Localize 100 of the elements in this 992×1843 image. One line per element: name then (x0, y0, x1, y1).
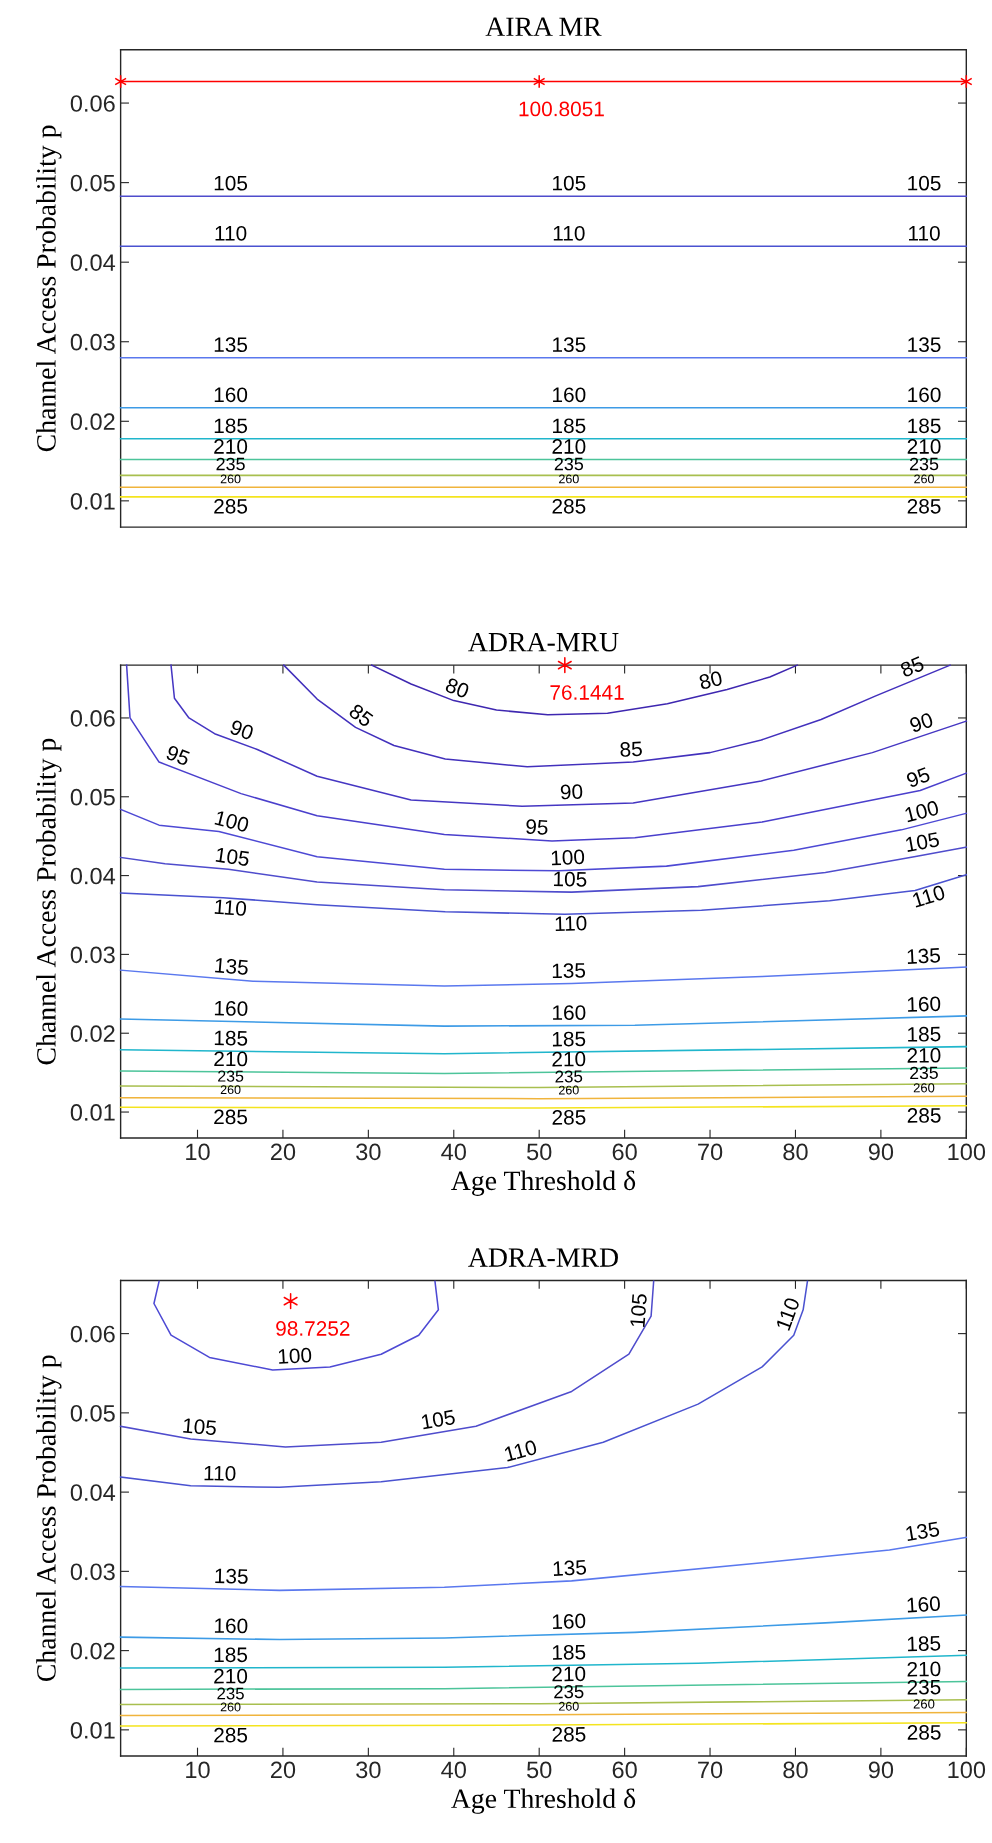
text: 90 (908, 712, 934, 733)
text: 285 (552, 1726, 586, 1742)
series-label: 260 (558, 1701, 579, 1711)
x-tick-label: 10 (186, 1761, 210, 1779)
text: 285 (907, 498, 941, 514)
text: 100 (904, 800, 940, 823)
x-tick-label: 40 (441, 1143, 466, 1161)
text: 85 (348, 703, 374, 728)
series-label: 285 (214, 498, 248, 514)
y-tick-label: 0.06 (70, 1325, 115, 1343)
y-tick-label: 0.05 (70, 1404, 115, 1422)
x-tick-label: 20 (270, 1761, 296, 1779)
text: 285 (552, 1109, 586, 1125)
series-label: 105 (214, 175, 248, 191)
x-tick-label: 10 (186, 1143, 210, 1161)
text: 90 (560, 784, 583, 800)
text: 185 (214, 1647, 248, 1663)
series-label: 185 (214, 418, 248, 434)
text: 105 (553, 175, 586, 191)
series-label: 160 (907, 996, 941, 1012)
series-label: 185 (907, 1635, 941, 1652)
text: 95 (525, 819, 548, 835)
text: 85 (899, 655, 925, 678)
y-tick-label: 0.05 (70, 788, 115, 806)
text: 160 (553, 1005, 586, 1021)
series-label: 210 (214, 1051, 248, 1067)
text: 185 (908, 418, 941, 434)
text: 105 (183, 1418, 217, 1436)
text: 285 (214, 1727, 248, 1743)
text: 235 (555, 1070, 583, 1083)
annotation: 100.8051 (519, 101, 604, 117)
y-tick-label: 0.02 (70, 413, 115, 431)
x-tick-label: 100 (948, 1143, 986, 1161)
y-tick-label: 0.04 (70, 1484, 116, 1501)
text: 260 (913, 1699, 935, 1709)
text: 235 (910, 1066, 938, 1080)
series-label: 260 (220, 474, 241, 484)
line-series (371, 664, 798, 716)
text: 210 (552, 1051, 586, 1067)
text: 100 (214, 810, 250, 833)
text: 185 (553, 418, 586, 434)
text: 235 (909, 457, 939, 471)
text: 260 (913, 1083, 935, 1093)
text: 105 (421, 1409, 456, 1430)
text: 105 (215, 847, 250, 867)
text: 105 (905, 831, 940, 853)
series-label: 210 (214, 439, 248, 454)
chart-title: ADRA-MRD (468, 1248, 618, 1267)
text: 260 (559, 474, 579, 484)
y-tick-label: 0.03 (70, 1563, 115, 1581)
series-label: 160 (214, 387, 248, 403)
line-series (119, 1280, 809, 1489)
series-label: 260 (558, 1085, 579, 1095)
text: 95 (905, 766, 931, 788)
y-tick-label: 0.01 (70, 492, 115, 510)
y-tick-label: 0.05 (70, 174, 115, 192)
x-tick-label: 40 (441, 1761, 466, 1779)
text: 185 (552, 1644, 586, 1660)
y-axis-title: Channel Access Probability p (36, 125, 62, 452)
text: 160 (552, 1613, 586, 1629)
text: 135 (905, 1521, 940, 1542)
series-label: 235 (216, 457, 245, 471)
text: 185 (552, 1031, 586, 1047)
text: 105 (630, 1293, 648, 1327)
series-label: 235 (218, 1070, 244, 1082)
series-label: 210 (907, 1661, 941, 1677)
x-tick-label: 60 (612, 1761, 637, 1779)
text: 110 (553, 225, 585, 241)
text: 100 (551, 849, 585, 866)
x-tick-label: 50 (527, 1761, 552, 1779)
text: 135 (553, 1560, 587, 1576)
x-tick-label: 90 (868, 1761, 894, 1779)
text: 110 (504, 1439, 538, 1462)
text: 235 (907, 1679, 941, 1695)
text: 110 (909, 225, 940, 241)
y-tick-label: 0.06 (70, 95, 115, 112)
text: 285 (214, 1109, 248, 1125)
text: 210 (214, 1668, 248, 1684)
chart-title: ADRA-MRU (468, 632, 619, 652)
text: 105 (908, 175, 941, 191)
y-tick-label: 0.02 (70, 1642, 115, 1660)
y-tick-label: 0.03 (70, 946, 115, 964)
y-tick-label: 0.01 (70, 1104, 115, 1121)
text: 85 (620, 741, 643, 758)
x-tick-label: 60 (612, 1143, 637, 1161)
text: 160 (553, 387, 586, 403)
x-tick-label: 20 (270, 1143, 296, 1161)
series-label: 110 (215, 225, 247, 241)
series-label: 110 (214, 899, 247, 917)
series-label: 100 (278, 1347, 312, 1365)
text: 105 (553, 871, 587, 887)
x-tick-label: 50 (527, 1143, 552, 1161)
text: 260 (220, 1702, 241, 1712)
chart-title: AIRA MR (485, 17, 602, 36)
text: 285 (552, 498, 586, 514)
text: 260 (220, 1085, 241, 1095)
text: 260 (914, 474, 934, 484)
x-axis-title: Age Threshold δ (451, 1788, 636, 1814)
text: 110 (912, 884, 946, 908)
text: 110 (204, 1465, 236, 1481)
